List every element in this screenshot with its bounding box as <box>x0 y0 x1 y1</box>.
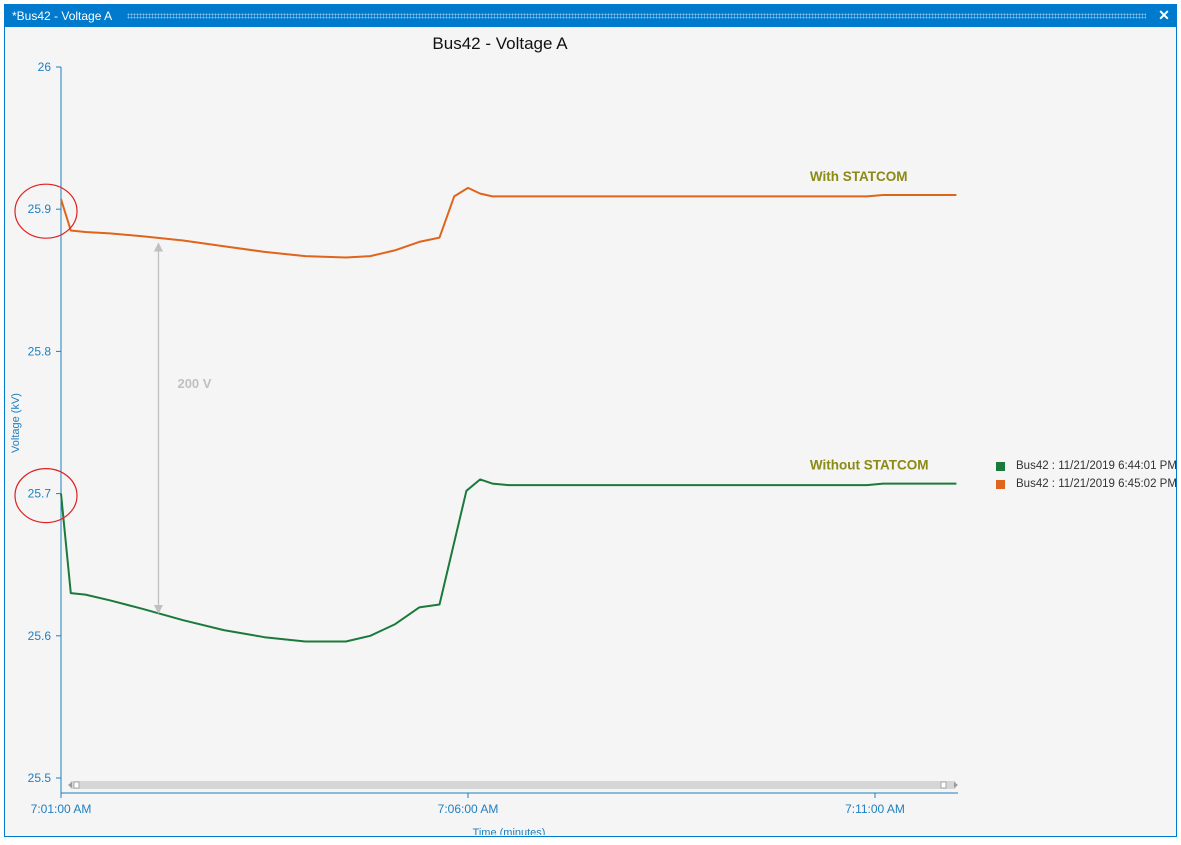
series-line-1 <box>60 478 957 643</box>
legend-label: Bus42 : 11/21/2019 6:45:02 PM <box>1016 478 1177 490</box>
chart-area: Bus42 - Voltage A 26 25.9 25.8 25.7 25.6 25.5 V… <box>8 27 1177 835</box>
x-tick-label: 7:11:00 AM <box>845 802 905 816</box>
scroll-left-arrow-icon[interactable] <box>68 782 72 788</box>
title-bar-grip <box>127 13 1146 19</box>
y-tick-label: 26 <box>38 60 52 74</box>
window-title: *Bus42 - Voltage A <box>12 9 113 23</box>
y-tick-label: 25.5 <box>28 771 52 785</box>
y-axis-label: Voltage (kV) <box>10 393 22 453</box>
y-tick-label: 25.7 <box>28 487 52 501</box>
legend-item[interactable]: Bus42 : 11/21/2019 6:44:01 PM <box>996 457 1177 475</box>
legend-label: Bus42 : 11/21/2019 6:44:01 PM <box>1016 460 1177 472</box>
legend: Bus42 : 11/21/2019 6:44:01 PM Bus42 : 11… <box>996 457 1177 493</box>
highlight-circle <box>14 183 78 239</box>
scrollbar-handle-left[interactable] <box>73 781 80 789</box>
title-bar[interactable]: *Bus42 - Voltage A ✕ <box>5 5 1176 27</box>
voltage-chart: Bus42 - Voltage A 26 25.9 25.8 25.7 25.6 25.5 V… <box>10 34 958 835</box>
close-icon[interactable]: ✕ <box>1158 7 1170 23</box>
annotation-text: Without STATCOM <box>810 457 929 472</box>
y-tick-label: 25.9 <box>28 202 52 216</box>
scroll-right-arrow-icon[interactable] <box>954 782 958 788</box>
scrollbar-handle-right[interactable] <box>940 781 947 789</box>
highlight-circle <box>14 468 78 524</box>
annotation-text: With STATCOM <box>810 169 908 184</box>
chart-window: *Bus42 - Voltage A ✕ Bus42 - Voltage A 26… <box>4 4 1177 837</box>
x-tick-label: 7:01:00 AM <box>31 802 92 816</box>
series-line-2 <box>60 186 957 259</box>
x-axis-label: Time (minutes) <box>473 827 546 835</box>
x-tick-label: 7:06:00 AM <box>438 802 499 816</box>
horizontal-scrollbar[interactable] <box>70 781 956 789</box>
legend-swatch-series-1 <box>996 461 1005 471</box>
y-tick-label: 25.6 <box>28 629 52 643</box>
annotation-text: 200 V <box>177 376 211 391</box>
y-tick-label: 25.8 <box>28 344 52 358</box>
chart-title: Bus42 - Voltage A <box>432 34 568 53</box>
legend-item[interactable]: Bus42 : 11/21/2019 6:45:02 PM <box>996 475 1177 493</box>
legend-swatch-series-2 <box>996 479 1005 489</box>
